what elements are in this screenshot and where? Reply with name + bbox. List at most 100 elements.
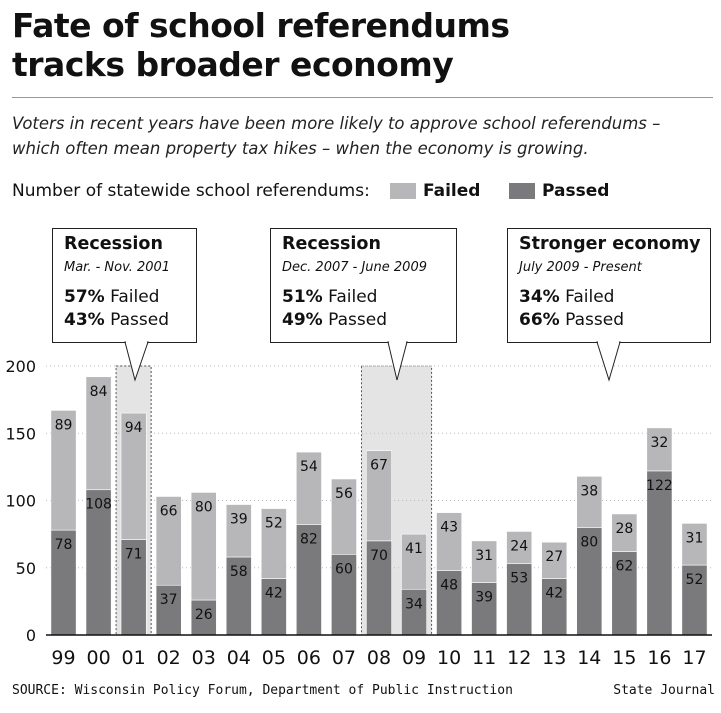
x-tick-label-07: 07 (332, 647, 356, 669)
pointer-stronger-economy (596, 341, 621, 382)
bar-passed-10 (436, 570, 463, 636)
x-tick-label-04: 04 (227, 647, 251, 669)
x-tick-label-02: 02 (157, 647, 181, 669)
y-tick-label: 50 (16, 559, 36, 578)
data-label-failed-10: 43 (440, 520, 458, 536)
bar-failed-15 (611, 513, 638, 552)
data-label-failed-00: 84 (90, 384, 108, 400)
chart-subtitle-line-2: which often mean property tax hikes – wh… (12, 139, 589, 158)
data-label-passed-14: 80 (580, 534, 598, 550)
bar-passed-03 (190, 599, 217, 636)
bar-failed-13 (541, 541, 568, 579)
data-label-passed-02: 37 (160, 592, 178, 608)
x-tick-label-03: 03 (192, 647, 216, 669)
bar-passed-14 (576, 527, 603, 636)
bar-passed-00 (85, 489, 112, 636)
data-label-failed-14: 38 (580, 483, 598, 499)
x-tick-label-17: 17 (682, 647, 706, 669)
bar-failed-05 (260, 508, 287, 579)
data-label-failed-17: 31 (686, 530, 704, 546)
data-label-passed-17: 52 (686, 572, 704, 588)
bar-failed-11 (471, 540, 498, 583)
data-label-failed-99: 89 (55, 417, 73, 433)
y-tick-label: 0 (26, 626, 36, 645)
pointer-recession-2008 (387, 341, 408, 381)
callout-failed-label: Failed (565, 287, 615, 307)
bar-failed-01 (120, 412, 147, 540)
chart-title-line-2: tracks broader economy (12, 45, 454, 84)
callout-failed-pct: 34% (519, 287, 560, 307)
data-label-failed-16: 32 (651, 435, 669, 451)
callout-failed-label: Failed (328, 287, 378, 307)
bar-passed-16 (646, 470, 673, 636)
bar-failed-00 (85, 376, 112, 491)
data-label-failed-05: 52 (265, 516, 283, 532)
data-label-passed-11: 39 (475, 590, 493, 606)
callout-failed-label: Failed (110, 287, 160, 307)
bar-passed-01 (120, 539, 147, 636)
chart-subtitle: Voters in recent years have been more li… (12, 111, 712, 161)
data-label-passed-00: 108 (85, 497, 112, 513)
title-rule (12, 97, 713, 98)
callout-dates: Dec. 2007 - June 2009 (282, 260, 427, 275)
callout-passed-line: 43% Passed (64, 310, 169, 330)
data-label-failed-02: 66 (160, 503, 178, 519)
bar-passed-17 (681, 564, 708, 636)
bar-failed-14 (576, 475, 603, 528)
data-label-failed-08: 67 (370, 458, 388, 474)
pointer-recession-2001 (124, 341, 149, 382)
legend-swatch-failed (390, 183, 416, 199)
bar-failed-10 (436, 512, 463, 571)
chart-title-line-1: Fate of school referendums (12, 6, 510, 45)
legend-swatch-passed (509, 183, 535, 199)
legend-item-passed: Passed (542, 181, 610, 201)
bar-passed-04 (225, 556, 252, 636)
data-label-failed-11: 31 (475, 548, 493, 564)
callout-failed-line: 57% Failed (64, 287, 159, 307)
y-tick-label: 200 (5, 357, 36, 376)
callout-passed-label: Passed (328, 310, 387, 330)
bar-failed-12 (506, 531, 533, 565)
data-label-failed-03: 80 (195, 499, 213, 515)
data-label-failed-12: 24 (510, 538, 528, 554)
data-label-passed-15: 62 (615, 559, 633, 575)
data-label-passed-07: 60 (335, 561, 353, 577)
data-label-passed-10: 48 (440, 577, 458, 593)
data-label-failed-09: 41 (405, 541, 423, 557)
data-label-failed-04: 39 (230, 512, 248, 528)
bar-passed-12 (506, 563, 533, 636)
data-label-passed-01: 71 (125, 547, 143, 563)
bar-passed-05 (260, 578, 287, 636)
x-tick-label-12: 12 (507, 647, 531, 669)
callout-passed-pct: 66% (519, 310, 560, 330)
bar-failed-17 (681, 523, 708, 566)
bar-failed-07 (331, 478, 357, 555)
callout-stronger-economy: Stronger economy July 2009 - Present 34%… (507, 228, 711, 343)
x-tick-label-99: 99 (51, 647, 75, 669)
data-label-passed-05: 42 (265, 586, 283, 602)
credit: State Journal (613, 683, 715, 698)
source-note: SOURCE: Wisconsin Policy Forum, Departme… (12, 683, 513, 698)
bar-failed-04 (225, 504, 252, 558)
legend-item-failed: Failed (423, 181, 481, 201)
data-label-passed-99: 78 (55, 537, 73, 553)
x-tick-label-13: 13 (542, 647, 566, 669)
data-label-passed-04: 58 (230, 564, 248, 580)
x-tick-label-11: 11 (472, 647, 496, 669)
callout-passed-label: Passed (110, 310, 169, 330)
callout-failed-pct: 57% (64, 287, 105, 307)
data-label-failed-07: 56 (335, 486, 353, 502)
data-label-passed-03: 26 (195, 607, 213, 623)
data-label-passed-16: 122 (646, 478, 673, 494)
bar-passed-02 (155, 584, 182, 636)
chart-title: Fate of school referendums tracks broade… (12, 6, 712, 84)
x-tick-label-16: 16 (647, 647, 671, 669)
bar-passed-11 (471, 582, 498, 636)
y-tick-label: 100 (5, 492, 36, 511)
legend: Number of statewide school referendums: … (12, 178, 712, 204)
bar-passed-13 (541, 578, 568, 636)
x-tick-label-10: 10 (437, 647, 461, 669)
callout-passed-label: Passed (565, 310, 624, 330)
